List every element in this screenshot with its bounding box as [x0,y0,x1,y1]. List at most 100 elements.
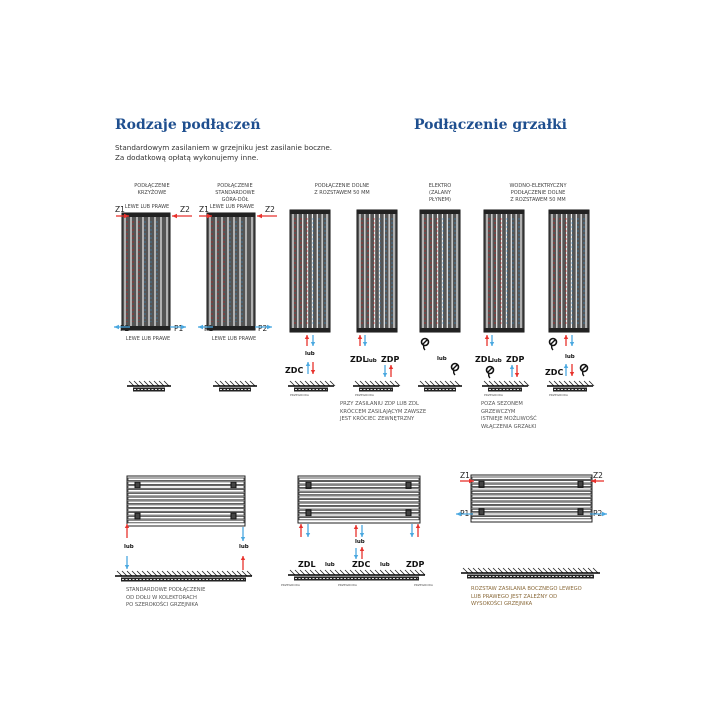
wall-hatch-icon [115,570,253,582]
vertical-radiator [548,209,590,333]
hatch [166,570,173,577]
arrow-return-icon [305,362,311,366]
hatch [547,567,554,574]
wall-hatch-icon [288,569,426,581]
radiator-body [206,212,256,331]
hatch [319,569,326,576]
radiator-header [207,213,255,217]
port-p1: P1 [204,324,214,333]
hatch [562,567,569,574]
hatch [374,380,381,387]
hatch [503,380,510,387]
connection-zdc: ZDC [285,366,303,375]
hatch [133,380,140,387]
radiator-tube [471,508,592,513]
hatch [508,380,515,387]
hatch [434,380,441,387]
hatch [414,569,421,576]
hatch [488,380,495,387]
radiator-bracket [230,481,237,489]
hatch [483,380,490,387]
horizontal-radiator [297,475,421,524]
hatch [294,569,301,576]
hatch [537,567,544,574]
hatch [304,380,311,387]
hatch [158,380,165,387]
hatch [487,567,494,574]
or-label: lub [325,562,335,568]
hatch [454,380,461,387]
hatch [592,567,599,574]
hatch [364,380,371,387]
wall-hatch-icon [353,380,401,392]
arrow-return-icon [456,511,461,517]
hatch [146,570,153,577]
plug-slash [550,339,556,345]
hatch [493,380,500,387]
hatch [492,567,499,574]
radiator-tube [127,508,245,512]
hatch [553,380,560,387]
radiator-tube [298,477,420,481]
label-electric: ELEKTRO (ZALANY PŁYNEM) [428,183,452,203]
wall-label: PRZEGRODA [414,583,434,587]
hatch [141,570,148,577]
radiator-bracket [478,480,485,488]
heading-heater-connection: Podłączenie grzałki [414,117,567,133]
note-side-spacing: ROZSTAW ZASILANIA BOCZNEGO LEWEGO LUB PRA… [471,586,582,607]
vertical-radiator [289,209,331,333]
wall-hatch-icon [482,380,530,392]
hatch [153,380,160,387]
hatch [384,569,391,576]
connection-zdc: ZDC [545,368,563,377]
hatch [558,380,565,387]
radiator-header [549,328,589,332]
port-p2: P2 [258,324,268,333]
hatch [151,570,158,577]
hatch [513,380,520,387]
hatch [221,570,228,577]
horizontal-radiator [470,474,593,523]
plug-slash [487,367,493,373]
hatch [241,570,248,577]
hatch [482,567,489,574]
note-collectors: STANDARDOWE PODŁĄCZENIE OD DOŁU W KOLEKTO… [126,587,206,608]
hatch [224,380,231,387]
hatch [522,567,529,574]
port-z1: Z1 [115,205,125,214]
hatch [329,569,336,576]
hatch [329,380,336,387]
side-label: LEWE LUB PRAWE [209,204,255,210]
hatch [319,380,326,387]
hatch [244,380,251,387]
arrow-supply-icon [357,335,363,339]
hatch [572,567,579,574]
radiator-tube [471,483,592,487]
hatch [143,380,150,387]
radiator-tube [471,498,592,502]
radiator-tube [471,494,592,498]
hatch [587,567,594,574]
radiator-tube [298,491,420,496]
radiator-bracket [577,480,584,488]
hatch [138,380,145,387]
hatch [542,567,549,574]
hatch [379,569,386,576]
arrow-supply-icon [240,556,246,560]
radiator-tube [298,495,420,499]
arrow-return-icon [362,342,368,346]
wall-label: PRZEGRODA [355,393,375,397]
radiator-tube [298,502,420,506]
radiator-bracket [305,481,312,489]
hatch [563,380,570,387]
heater-plug-icon [548,337,558,351]
hatch [573,380,580,387]
radiator-header [549,210,589,214]
plug-slash [581,365,587,371]
hatch [429,380,436,387]
wall-label: PRZEGRODA [549,393,569,397]
hatch [567,567,574,574]
arrow-return-icon [569,342,575,346]
arrow-supply-icon [359,547,365,551]
hatch [231,570,238,577]
